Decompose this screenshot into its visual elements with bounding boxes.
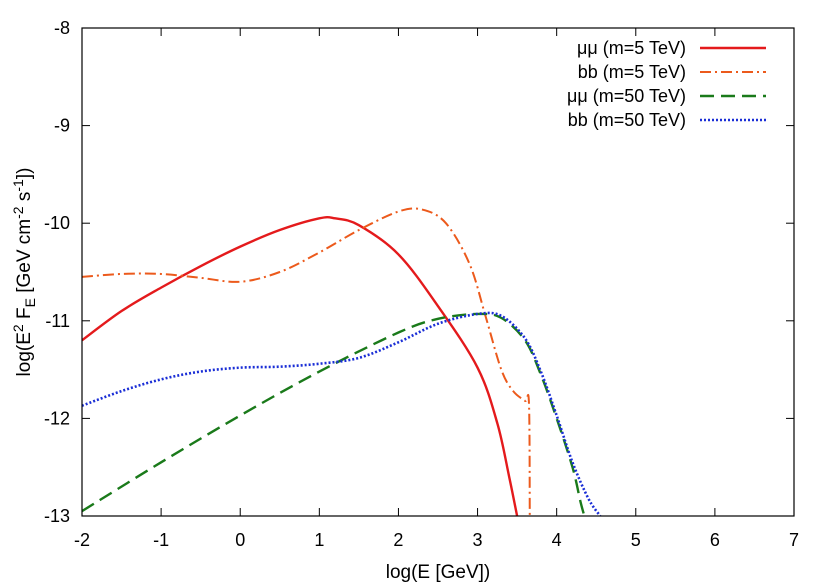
x-tick-label: 6 — [710, 530, 720, 550]
x-tick-label: 3 — [473, 530, 483, 550]
x-tick-labels: -2 -1 0 1 2 3 4 5 6 7 — [74, 530, 799, 550]
y-tick-label: -13 — [44, 506, 70, 526]
legend-entry-label: μμ (m=5 TeV) — [577, 38, 686, 58]
y-label-sup: -1 — [10, 179, 26, 192]
series-line-2 — [82, 312, 586, 516]
legend-entry-label: μμ (m=50 TeV) — [567, 86, 686, 106]
series-layer — [82, 207, 602, 516]
x-tick-label: -1 — [153, 530, 169, 550]
x-tick-label: 5 — [631, 530, 641, 550]
series-line-3 — [82, 311, 602, 516]
y-tick-label: -10 — [44, 213, 70, 233]
y-label-sub: E — [22, 298, 38, 307]
y-axis-label: log(E2 FE [GeV cm-2 s-1]) — [10, 168, 38, 377]
y-tick-label: -8 — [54, 18, 70, 38]
x-tick-label: 4 — [552, 530, 562, 550]
y-label-part: ]) — [14, 168, 35, 180]
x-tick-label: 1 — [314, 530, 324, 550]
y-label-part: s — [14, 192, 35, 207]
y-tick-labels: -13 -12 -11 -10 -9 -8 — [44, 18, 70, 526]
y-tick-label: -11 — [45, 311, 70, 331]
x-tick-label: 7 — [789, 530, 799, 550]
x-axis-label: log(E [GeV]) — [386, 562, 491, 582]
y-label-part: [GeV cm — [14, 219, 35, 298]
plot-frame — [81, 27, 795, 517]
x-tick-label: -2 — [74, 530, 90, 550]
y-label-part: F — [14, 307, 35, 324]
y-label-sup: -2 — [10, 206, 26, 219]
legend-entry-label: bb (m=50 TeV) — [568, 110, 686, 130]
series-line-0 — [82, 215, 519, 516]
legend-entry-label: bb (m=5 TeV) — [578, 62, 686, 82]
legend: μμ (m=5 TeV) bb (m=5 TeV) μμ (m=50 TeV) bb … — [567, 38, 766, 130]
y-tick-label: -12 — [44, 408, 70, 428]
series-line-1 — [82, 207, 531, 516]
y-label-sup: 2 — [10, 324, 26, 332]
y-label-part: log(E — [14, 332, 35, 376]
axis-ticks — [81, 27, 795, 517]
x-tick-label: 0 — [235, 530, 245, 550]
x-tick-label: 2 — [393, 530, 403, 550]
y-tick-label: -9 — [54, 116, 70, 136]
